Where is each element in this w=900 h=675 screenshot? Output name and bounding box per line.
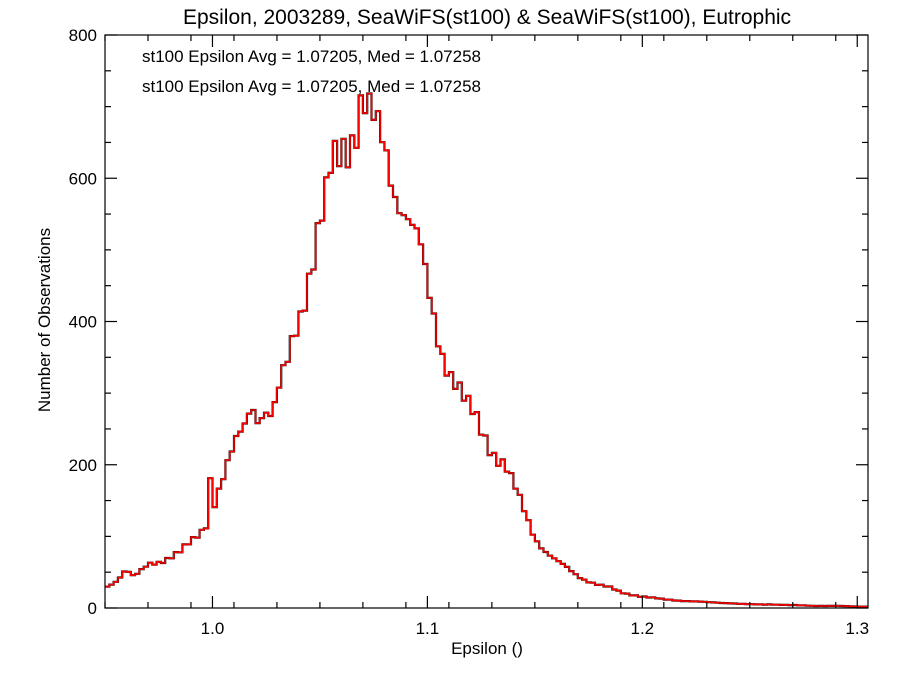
histogram-series-layer xyxy=(105,92,868,608)
x-tick-label: 1.2 xyxy=(631,619,655,638)
histogram-outline-red xyxy=(105,92,868,608)
stats-annotation-red: st100 Epsilon Avg = 1.07205, Med = 1.072… xyxy=(142,77,481,96)
y-tick-label: 400 xyxy=(69,313,97,332)
x-tick-label: 1.1 xyxy=(416,619,440,638)
x-tick-label: 1.3 xyxy=(845,619,869,638)
y-axis-label: Number of Observations xyxy=(35,228,54,412)
x-axis-label: Epsilon () xyxy=(451,639,523,658)
y-tick-label: 0 xyxy=(88,599,97,618)
x-tick-label: 1.0 xyxy=(201,619,225,638)
y-tick-label: 200 xyxy=(69,456,97,475)
y-tick-label: 600 xyxy=(69,169,97,188)
chart-title: Epsilon, 2003289, SeaWiFS(st100) & SeaWi… xyxy=(183,6,791,29)
y-tick-label: 800 xyxy=(69,26,97,45)
stats-annotation-black: st100 Epsilon Avg = 1.07205, Med = 1.072… xyxy=(142,47,481,66)
axis-ticks: 1.0 1.1 1.2 1.3 0 200 400 600 800 xyxy=(69,26,869,638)
